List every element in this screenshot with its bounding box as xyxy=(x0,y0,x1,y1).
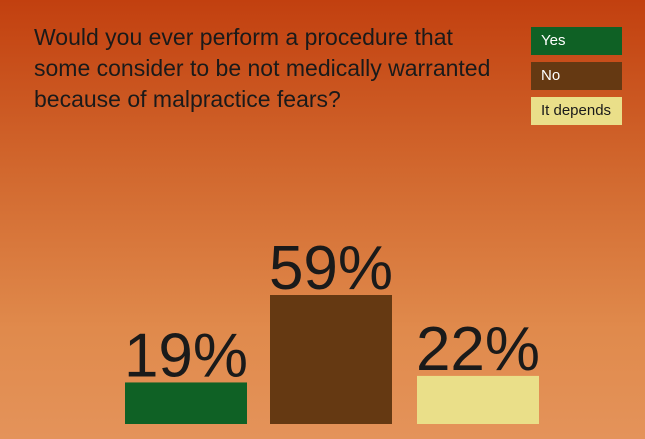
legend-item-it-depends: It depends xyxy=(531,97,622,125)
value-label-no: 59% xyxy=(269,234,393,303)
legend: Yes No It depends xyxy=(531,27,622,132)
value-label-yes: 19% xyxy=(124,321,248,390)
bar-no xyxy=(270,295,392,424)
legend-item-no: No xyxy=(531,62,622,90)
legend-item-yes: Yes xyxy=(531,27,622,55)
value-label-it-depends: 22% xyxy=(416,315,540,384)
bar-yes xyxy=(125,382,247,424)
chart-question: Would you ever perform a procedure that … xyxy=(34,24,491,112)
bar-it-depends xyxy=(417,375,539,424)
